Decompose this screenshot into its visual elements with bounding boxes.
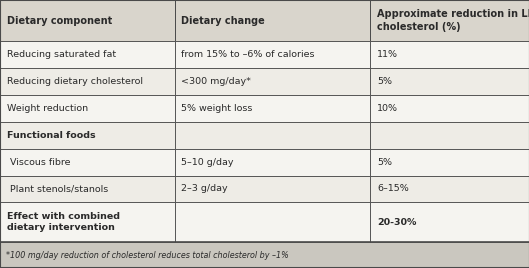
Bar: [175, 68, 370, 95]
Text: Approximate reduction in LDL
cholesterol (%): Approximate reduction in LDL cholesterol…: [377, 9, 529, 32]
Text: Dietary change: Dietary change: [181, 16, 265, 26]
Text: Plant stenols/stanols: Plant stenols/stanols: [7, 184, 108, 193]
Bar: [0, 149, 175, 176]
Bar: [370, 149, 529, 176]
Text: 5%: 5%: [377, 158, 392, 167]
Text: Reducing saturated fat: Reducing saturated fat: [7, 50, 116, 59]
Bar: [0, 122, 175, 149]
Text: Effect with combined
dietary intervention: Effect with combined dietary interventio…: [7, 212, 120, 232]
Bar: [370, 68, 529, 95]
Text: *100 mg/day reduction of cholesterol reduces total cholesterol by –1%: *100 mg/day reduction of cholesterol red…: [6, 251, 289, 260]
Bar: [0, 0, 175, 41]
Bar: [0, 176, 175, 202]
Bar: [370, 95, 529, 122]
Text: Dietary component: Dietary component: [7, 16, 112, 26]
Bar: [0, 41, 175, 68]
Text: Viscous fibre: Viscous fibre: [7, 158, 70, 167]
Bar: [175, 149, 370, 176]
Text: from 15% to –6% of calories: from 15% to –6% of calories: [181, 50, 315, 59]
Text: 5% weight loss: 5% weight loss: [181, 104, 253, 113]
Bar: [370, 202, 529, 242]
Text: 20-30%: 20-30%: [377, 218, 416, 227]
Text: 5–10 g/day: 5–10 g/day: [181, 158, 234, 167]
Bar: [0, 68, 175, 95]
Text: Functional foods: Functional foods: [7, 131, 96, 140]
Text: 6–15%: 6–15%: [377, 184, 409, 193]
Text: Reducing dietary cholesterol: Reducing dietary cholesterol: [7, 77, 143, 86]
Bar: [175, 95, 370, 122]
Text: Weight reduction: Weight reduction: [7, 104, 88, 113]
Bar: [175, 41, 370, 68]
Text: 11%: 11%: [377, 50, 398, 59]
Bar: [0, 242, 529, 268]
Text: 2–3 g/day: 2–3 g/day: [181, 184, 228, 193]
Bar: [370, 122, 529, 149]
Bar: [175, 0, 370, 41]
Bar: [370, 176, 529, 202]
Bar: [175, 202, 370, 242]
Bar: [0, 202, 175, 242]
Bar: [175, 122, 370, 149]
Text: 10%: 10%: [377, 104, 398, 113]
Text: 5%: 5%: [377, 77, 392, 86]
Bar: [175, 176, 370, 202]
Bar: [370, 41, 529, 68]
Text: <300 mg/day*: <300 mg/day*: [181, 77, 251, 86]
Bar: [0, 95, 175, 122]
Bar: [370, 0, 529, 41]
